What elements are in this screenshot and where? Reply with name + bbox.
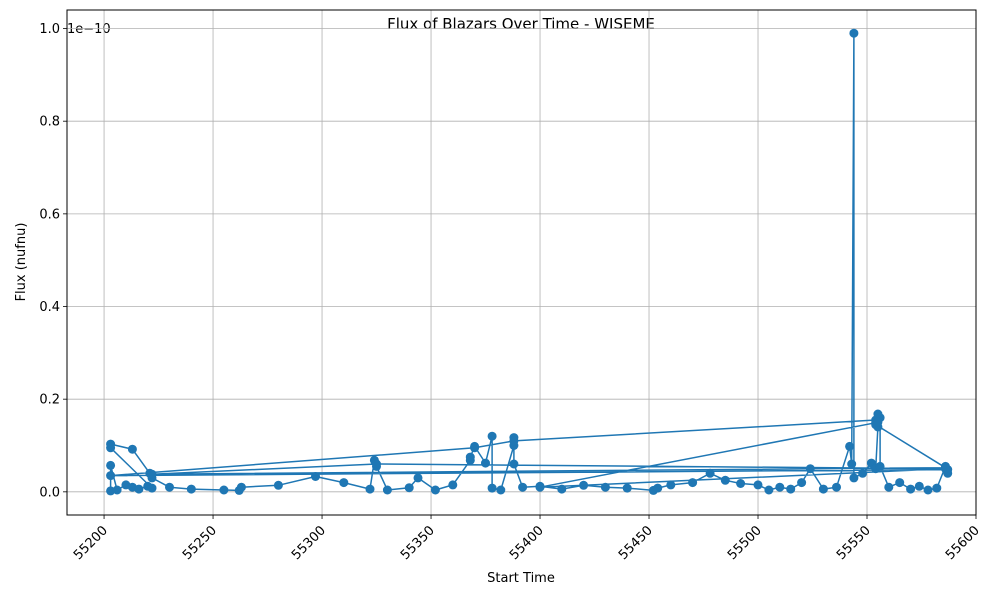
chart-title: Flux of Blazars Over Time - WISEME [387, 15, 655, 33]
data-point [775, 482, 785, 492]
data-point [147, 483, 157, 493]
data-point [557, 484, 567, 494]
data-point [873, 417, 883, 427]
y-tick-label: 0.2 [39, 393, 60, 408]
y-tick-label: 1.0 [39, 22, 60, 37]
data-point [430, 485, 440, 495]
y-offset-label: 1e−10 [67, 22, 111, 37]
data-point [147, 469, 157, 479]
data-point [941, 464, 950, 474]
data-point [382, 485, 392, 495]
data-point [653, 483, 663, 493]
y-tick-label: 0.0 [39, 485, 60, 500]
data-point [849, 473, 859, 483]
data-point [818, 484, 828, 494]
data-point [470, 443, 480, 453]
data-point [845, 441, 855, 451]
data-point [786, 484, 796, 494]
data-point [666, 480, 676, 490]
data-point [496, 485, 506, 495]
data-point [805, 464, 815, 474]
data-point [106, 471, 116, 481]
data-point [600, 482, 610, 492]
data-point [932, 483, 942, 493]
data-point [509, 436, 519, 446]
data-point [914, 481, 924, 491]
data-point [509, 459, 519, 469]
data-point [832, 482, 841, 492]
data-point [518, 482, 528, 492]
data-point [688, 478, 698, 488]
data-point [219, 485, 229, 495]
data-point [884, 482, 894, 492]
y-tick-label: 0.8 [39, 115, 60, 130]
y-tick-label: 0.4 [39, 300, 60, 315]
y-axis-label: Flux (nufnu) [14, 223, 29, 302]
data-point [481, 458, 490, 468]
data-point [365, 484, 375, 494]
data-point [579, 480, 589, 490]
data-point [753, 480, 763, 490]
data-point [797, 478, 807, 488]
data-point [858, 468, 868, 478]
data-point [720, 475, 730, 485]
data-point [705, 468, 715, 478]
data-point [764, 485, 774, 495]
data-point [127, 444, 137, 454]
data-point [339, 478, 349, 488]
data-point [134, 484, 144, 494]
data-point [273, 480, 283, 490]
data-point [487, 483, 497, 493]
data-point [849, 28, 859, 38]
data-point [413, 473, 423, 483]
data-point [895, 478, 905, 488]
x-axis-label: Start Time [487, 571, 555, 586]
plot-frame [66, 9, 977, 516]
data-point [622, 483, 632, 493]
data-point [736, 479, 746, 488]
data-point [448, 480, 458, 490]
y-tick-label: 0.6 [39, 207, 60, 222]
data-point [847, 459, 857, 469]
data-point [535, 482, 545, 492]
data-point [112, 485, 122, 495]
data-point [875, 461, 885, 471]
data-point [106, 460, 116, 470]
series-layer [106, 28, 953, 496]
data-point [465, 452, 475, 462]
data-point [923, 485, 933, 495]
data-point [106, 439, 116, 449]
data-point [186, 484, 196, 494]
data-point [372, 459, 381, 469]
data-point [404, 483, 414, 493]
y-axis: 0.0 0.2 0.4 0.6 0.8 1.0 [39, 22, 67, 500]
data-point [487, 431, 497, 441]
data-point [236, 482, 246, 492]
data-point [311, 472, 320, 481]
data-point [165, 482, 174, 492]
data-point [906, 484, 916, 494]
